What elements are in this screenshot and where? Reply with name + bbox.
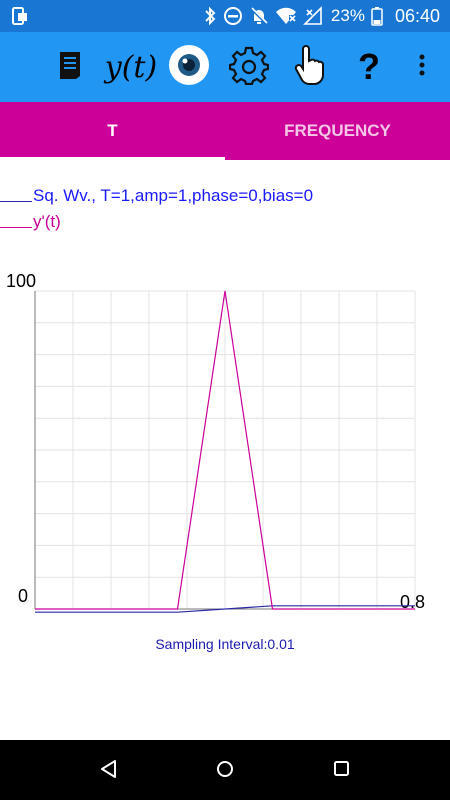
- legend-label: y'(t): [33, 212, 61, 232]
- wifi-icon: [275, 6, 297, 26]
- pointer-hand-icon: [293, 45, 325, 90]
- notifications-off-icon: [249, 6, 269, 26]
- tab-indicator: [0, 157, 225, 160]
- legend-item-derivative: y'(t): [0, 208, 61, 232]
- recents-icon[interactable]: [331, 758, 353, 785]
- y-axis-bottom-label: 0: [18, 586, 28, 606]
- help-icon: ?: [358, 46, 380, 88]
- chart-grid: [35, 291, 415, 609]
- status-bar: 23% 06:40: [0, 0, 450, 32]
- bluetooth-icon: [203, 6, 217, 26]
- battery-icon: [371, 6, 383, 26]
- notes-button[interactable]: [45, 32, 95, 102]
- time-domain-chart[interactable]: 100 0 0.8: [0, 260, 450, 620]
- tab-frequency[interactable]: FREQUENCY: [225, 102, 450, 160]
- overflow-menu-button[interactable]: [400, 32, 444, 102]
- back-icon[interactable]: [98, 758, 120, 785]
- screen-mirror-icon: [12, 7, 28, 30]
- legend-swatch: [0, 201, 32, 202]
- eye-button[interactable]: [164, 32, 214, 102]
- tab-t[interactable]: T: [0, 102, 225, 160]
- touch-button[interactable]: [284, 32, 334, 102]
- do-not-disturb-icon: [223, 6, 243, 26]
- y-axis-top-label: 100: [6, 271, 36, 291]
- cell-signal-icon: [303, 6, 323, 26]
- yt-label: y(t): [105, 50, 157, 85]
- tab-bar: T FREQUENCY: [0, 102, 450, 160]
- legend-item-square-wave: Sq. Wv., T=1,amp=1,phase=0,bias=0: [0, 182, 313, 206]
- clock: 06:40: [395, 6, 440, 27]
- navigation-bar: [0, 740, 450, 800]
- gear-icon: [229, 45, 269, 90]
- overflow-menu-icon: [418, 53, 426, 82]
- legend-label: Sq. Wv., T=1,amp=1,phase=0,bias=0: [33, 186, 313, 206]
- battery-percent: 23%: [331, 6, 365, 26]
- sampling-interval: Sampling Interval:0.01: [0, 636, 450, 652]
- settings-button[interactable]: [224, 32, 274, 102]
- home-icon[interactable]: [214, 758, 236, 785]
- legend-swatch: [0, 227, 32, 228]
- eye-icon: [167, 43, 211, 92]
- help-button[interactable]: ?: [344, 32, 394, 102]
- yt-button[interactable]: y(t): [104, 32, 158, 102]
- status-icons: 23% 06:40: [203, 0, 440, 32]
- notes-icon: [57, 50, 83, 85]
- app-toolbar: y(t) ?: [0, 32, 450, 102]
